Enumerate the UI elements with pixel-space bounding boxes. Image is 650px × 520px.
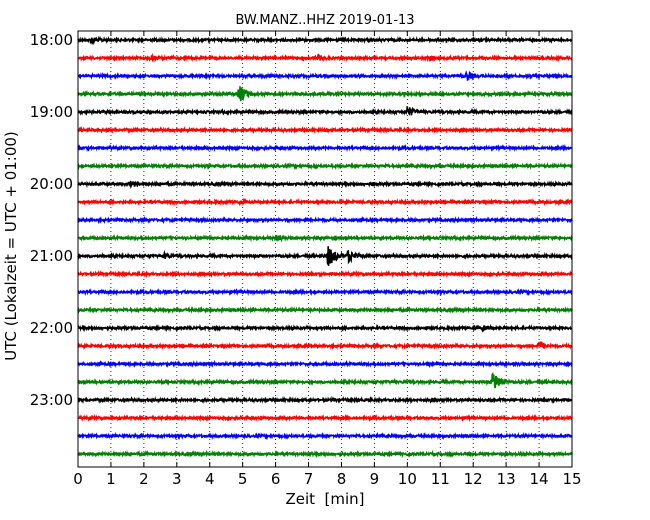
x-tick-label-0: 0 (73, 470, 83, 488)
y-tick-label-3: 21:00 (30, 247, 73, 265)
y-tick-label-5: 23:00 (30, 391, 73, 409)
x-tick-label-7: 7 (304, 470, 314, 488)
x-tick-label-4: 4 (205, 470, 215, 488)
trace-1830 (77, 70, 573, 81)
x-tick-label-15: 15 (562, 470, 581, 488)
trace-2330 (77, 431, 573, 441)
trace-2030 (77, 215, 573, 225)
x-tick-label-1: 1 (106, 470, 116, 488)
grid-lines (110, 31, 540, 467)
trace-2200 (77, 323, 573, 333)
trace-1900 (77, 106, 573, 117)
trace-2100 (77, 246, 573, 266)
chart-title: BW.MANZ..HHZ 2019-01-13 (235, 13, 414, 28)
trace-2145 (77, 305, 573, 315)
trace-1930 (77, 143, 573, 153)
x-tick-label-11: 11 (431, 470, 450, 488)
trace-2000 (77, 179, 573, 189)
trace-2300 (77, 395, 573, 405)
y-tick-label-1: 19:00 (30, 103, 73, 121)
seismic-traces (77, 35, 573, 459)
trace-2230 (77, 359, 573, 369)
y-axis-ticks: 18:00 19:00 20:00 21:00 22:00 23:00 (30, 31, 572, 409)
trace-2215 (77, 341, 573, 351)
trace-2245 (77, 372, 573, 389)
x-tick-label-14: 14 (530, 470, 549, 488)
y-tick-label-0: 18:00 (30, 31, 73, 49)
x-tick-label-5: 5 (238, 470, 248, 488)
x-tick-label-9: 9 (370, 470, 380, 488)
x-tick-label-12: 12 (464, 470, 483, 488)
x-axis-ticks: 0 1 2 3 4 5 6 7 8 9 10 11 12 13 14 15 (73, 31, 582, 488)
trace-2315 (77, 413, 573, 423)
trace-2015 (77, 197, 573, 207)
trace-2115 (77, 269, 573, 279)
x-tick-label-13: 13 (497, 470, 516, 488)
trace-1915 (77, 125, 573, 135)
y-axis-label: UTC (Lokalzeit = UTC + 01:00) (2, 131, 20, 361)
x-tick-label-2: 2 (139, 470, 149, 488)
trace-2045 (77, 233, 573, 243)
x-tick-label-6: 6 (271, 470, 281, 488)
x-tick-label-8: 8 (337, 470, 347, 488)
x-axis-label: Zeit [min] (285, 490, 364, 508)
trace-1800 (77, 35, 573, 46)
x-tick-label-3: 3 (172, 470, 182, 488)
x-tick-label-10: 10 (398, 470, 417, 488)
y-tick-label-2: 20:00 (30, 175, 73, 193)
plot-frame (77, 30, 573, 468)
trace-1845 (77, 86, 573, 102)
trace-1945 (77, 161, 573, 171)
trace-2130 (77, 287, 573, 297)
y-tick-label-4: 22:00 (30, 319, 73, 337)
trace-2345 (77, 449, 573, 459)
trace-1815 (77, 52, 573, 63)
